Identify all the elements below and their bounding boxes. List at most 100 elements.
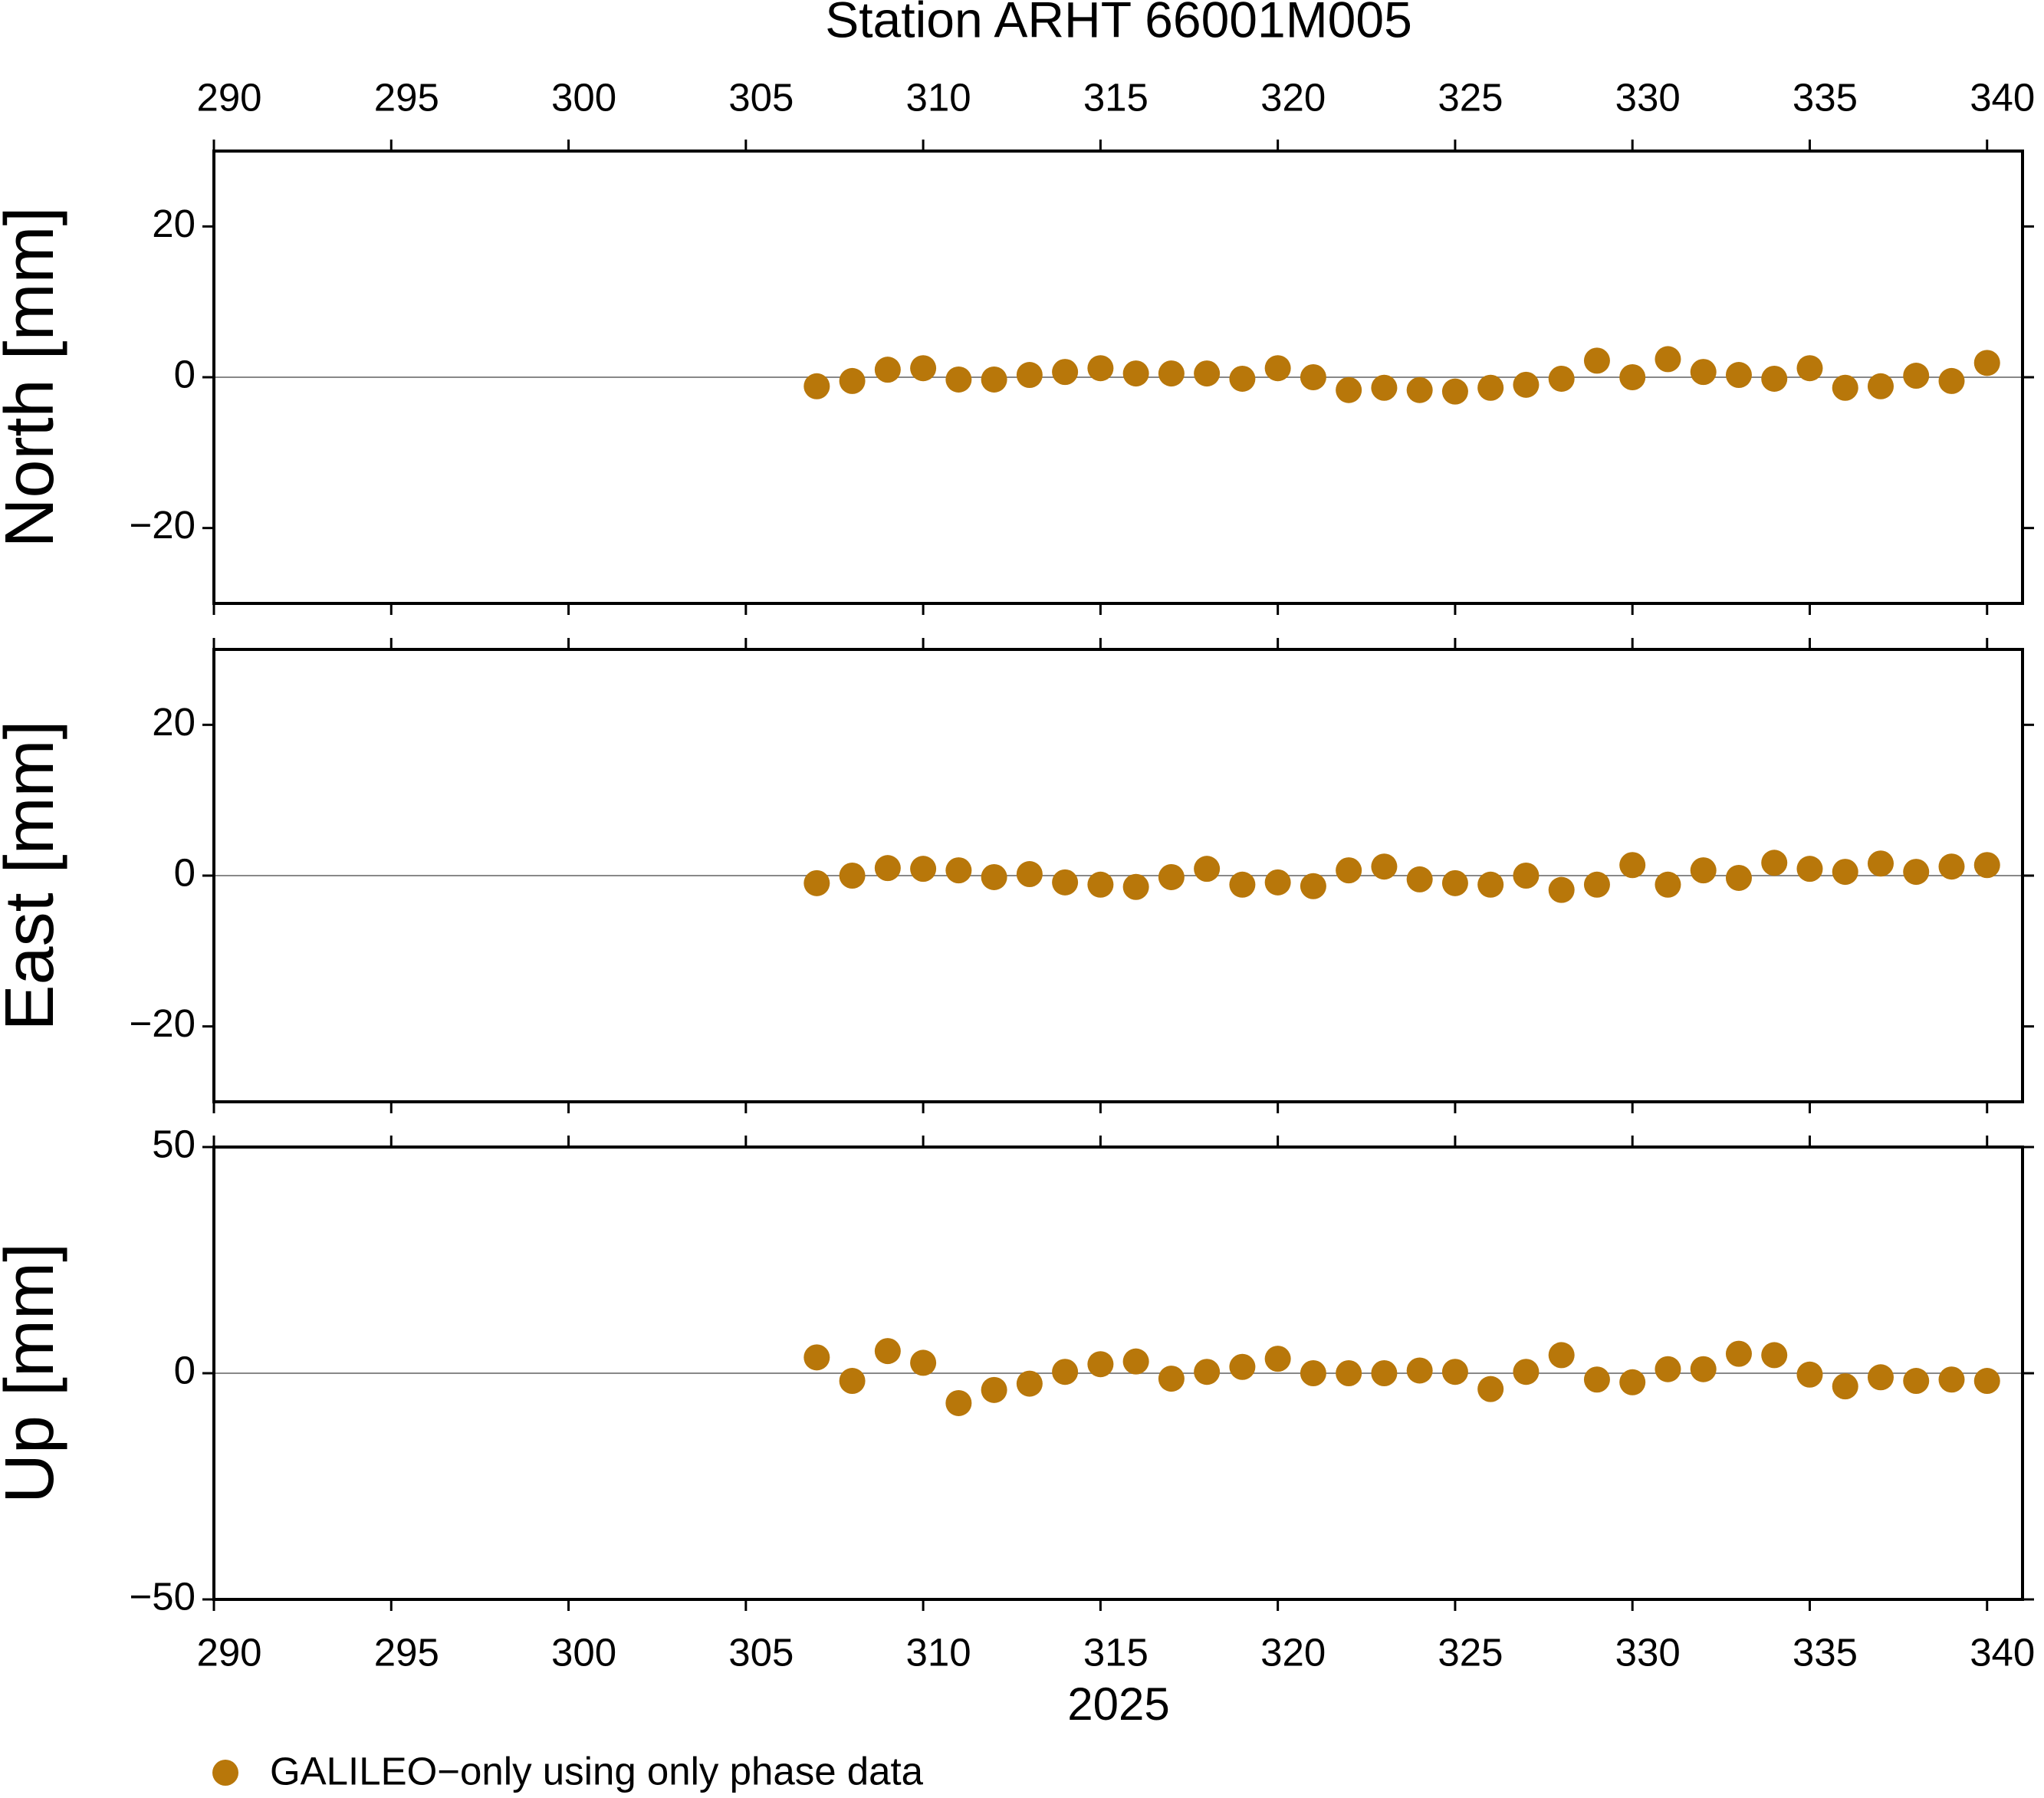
data-point	[803, 373, 830, 399]
data-point	[1371, 853, 1398, 880]
data-point	[1725, 864, 1752, 891]
data-point	[1016, 362, 1043, 389]
data-point	[1016, 1370, 1043, 1397]
data-point	[1903, 1368, 1930, 1395]
data-point	[874, 1338, 901, 1365]
x-tick-label: 295	[374, 75, 439, 119]
data-point	[1832, 1373, 1858, 1400]
data-point	[1477, 871, 1504, 898]
chart-title: Station ARHT 66001M005	[825, 0, 1412, 48]
y-axis-label: North [mm]	[0, 206, 68, 547]
data-point	[1938, 853, 1965, 880]
data-point	[1122, 1348, 1149, 1375]
data-point	[1761, 1342, 1788, 1369]
data-point	[1122, 873, 1149, 900]
data-point	[1087, 1351, 1114, 1378]
x-tick-label: 320	[1260, 1630, 1326, 1674]
plot-frame	[212, 648, 2024, 1103]
x-tick-label: 300	[551, 1630, 616, 1674]
data-point	[1548, 876, 1575, 903]
data-point	[1406, 866, 1433, 892]
data-point	[803, 1344, 830, 1371]
data-point	[1477, 1376, 1504, 1402]
data-point	[1052, 1359, 1079, 1385]
data-point	[874, 357, 901, 383]
data-point	[1867, 850, 1894, 877]
data-point	[1371, 374, 1398, 401]
legend-marker	[212, 1760, 238, 1786]
x-tick-label: 315	[1083, 1630, 1149, 1674]
data-point	[1583, 347, 1610, 374]
x-tick-label: 295	[374, 1630, 439, 1674]
x-tick-label: 310	[906, 1630, 971, 1674]
data-point	[1336, 857, 1362, 884]
data-point	[1371, 1360, 1398, 1386]
data-point	[1194, 360, 1221, 387]
data-point	[1973, 350, 2000, 376]
data-point	[1441, 1359, 1468, 1385]
data-point	[1513, 371, 1540, 398]
x-axis-label: 2025	[1067, 1678, 1169, 1730]
y-tick-label: −20	[129, 503, 196, 547]
x-tick-label: 340	[1970, 75, 2035, 119]
data-point	[1300, 1360, 1326, 1386]
data-point	[1194, 856, 1221, 883]
data-point	[981, 863, 1007, 890]
data-point	[1406, 376, 1433, 403]
y-tick-label: 0	[174, 352, 196, 396]
x-tick-label: 290	[196, 75, 261, 119]
data-point	[1300, 364, 1326, 390]
y-tick-label: 0	[174, 1348, 196, 1392]
data-point	[1832, 859, 1858, 886]
data-point	[1264, 1346, 1291, 1372]
data-point	[1336, 1360, 1362, 1386]
data-point	[1052, 359, 1079, 386]
data-point	[1229, 1353, 1256, 1380]
data-point	[803, 869, 830, 896]
y-tick-label: 20	[152, 700, 196, 744]
data-point	[1690, 1356, 1717, 1382]
data-point	[1690, 857, 1717, 884]
x-tick-label: 320	[1260, 75, 1326, 119]
data-point	[1973, 852, 2000, 879]
data-point	[839, 1368, 866, 1395]
legend-label: GALILEO−only using only phase data	[270, 1749, 924, 1793]
data-point	[1903, 859, 1930, 886]
data-point	[1903, 363, 1930, 390]
data-point	[910, 856, 937, 883]
data-point	[945, 366, 972, 393]
data-point	[1725, 362, 1752, 389]
data-point	[1796, 1361, 1823, 1388]
data-point	[1761, 850, 1788, 876]
data-point	[1264, 355, 1291, 382]
y-tick-label: 50	[152, 1122, 196, 1165]
data-point	[839, 367, 866, 394]
x-tick-label: 310	[906, 75, 971, 119]
data-point	[1690, 359, 1717, 386]
data-point	[1619, 852, 1646, 879]
y-tick-label: 20	[152, 202, 196, 245]
data-point	[1264, 869, 1291, 896]
x-tick-label: 300	[551, 75, 616, 119]
x-tick-label: 305	[728, 75, 794, 119]
data-point	[1655, 346, 1681, 373]
data-point	[1725, 1340, 1752, 1367]
data-point	[1441, 869, 1468, 896]
data-point	[1655, 871, 1681, 898]
data-point	[1194, 1359, 1221, 1385]
data-point	[1513, 1359, 1540, 1385]
data-point	[945, 857, 972, 884]
data-point	[1583, 1366, 1610, 1393]
data-point	[1548, 1342, 1575, 1369]
data-point	[1619, 1369, 1646, 1395]
data-point	[1016, 861, 1043, 888]
data-point	[1441, 378, 1468, 405]
y-tick-label: −50	[129, 1574, 196, 1618]
data-point	[1938, 1366, 1965, 1393]
x-tick-label: 325	[1438, 1630, 1503, 1674]
data-point	[1867, 373, 1894, 399]
data-point	[1087, 871, 1114, 898]
data-point	[1583, 871, 1610, 898]
data-point	[839, 863, 866, 889]
